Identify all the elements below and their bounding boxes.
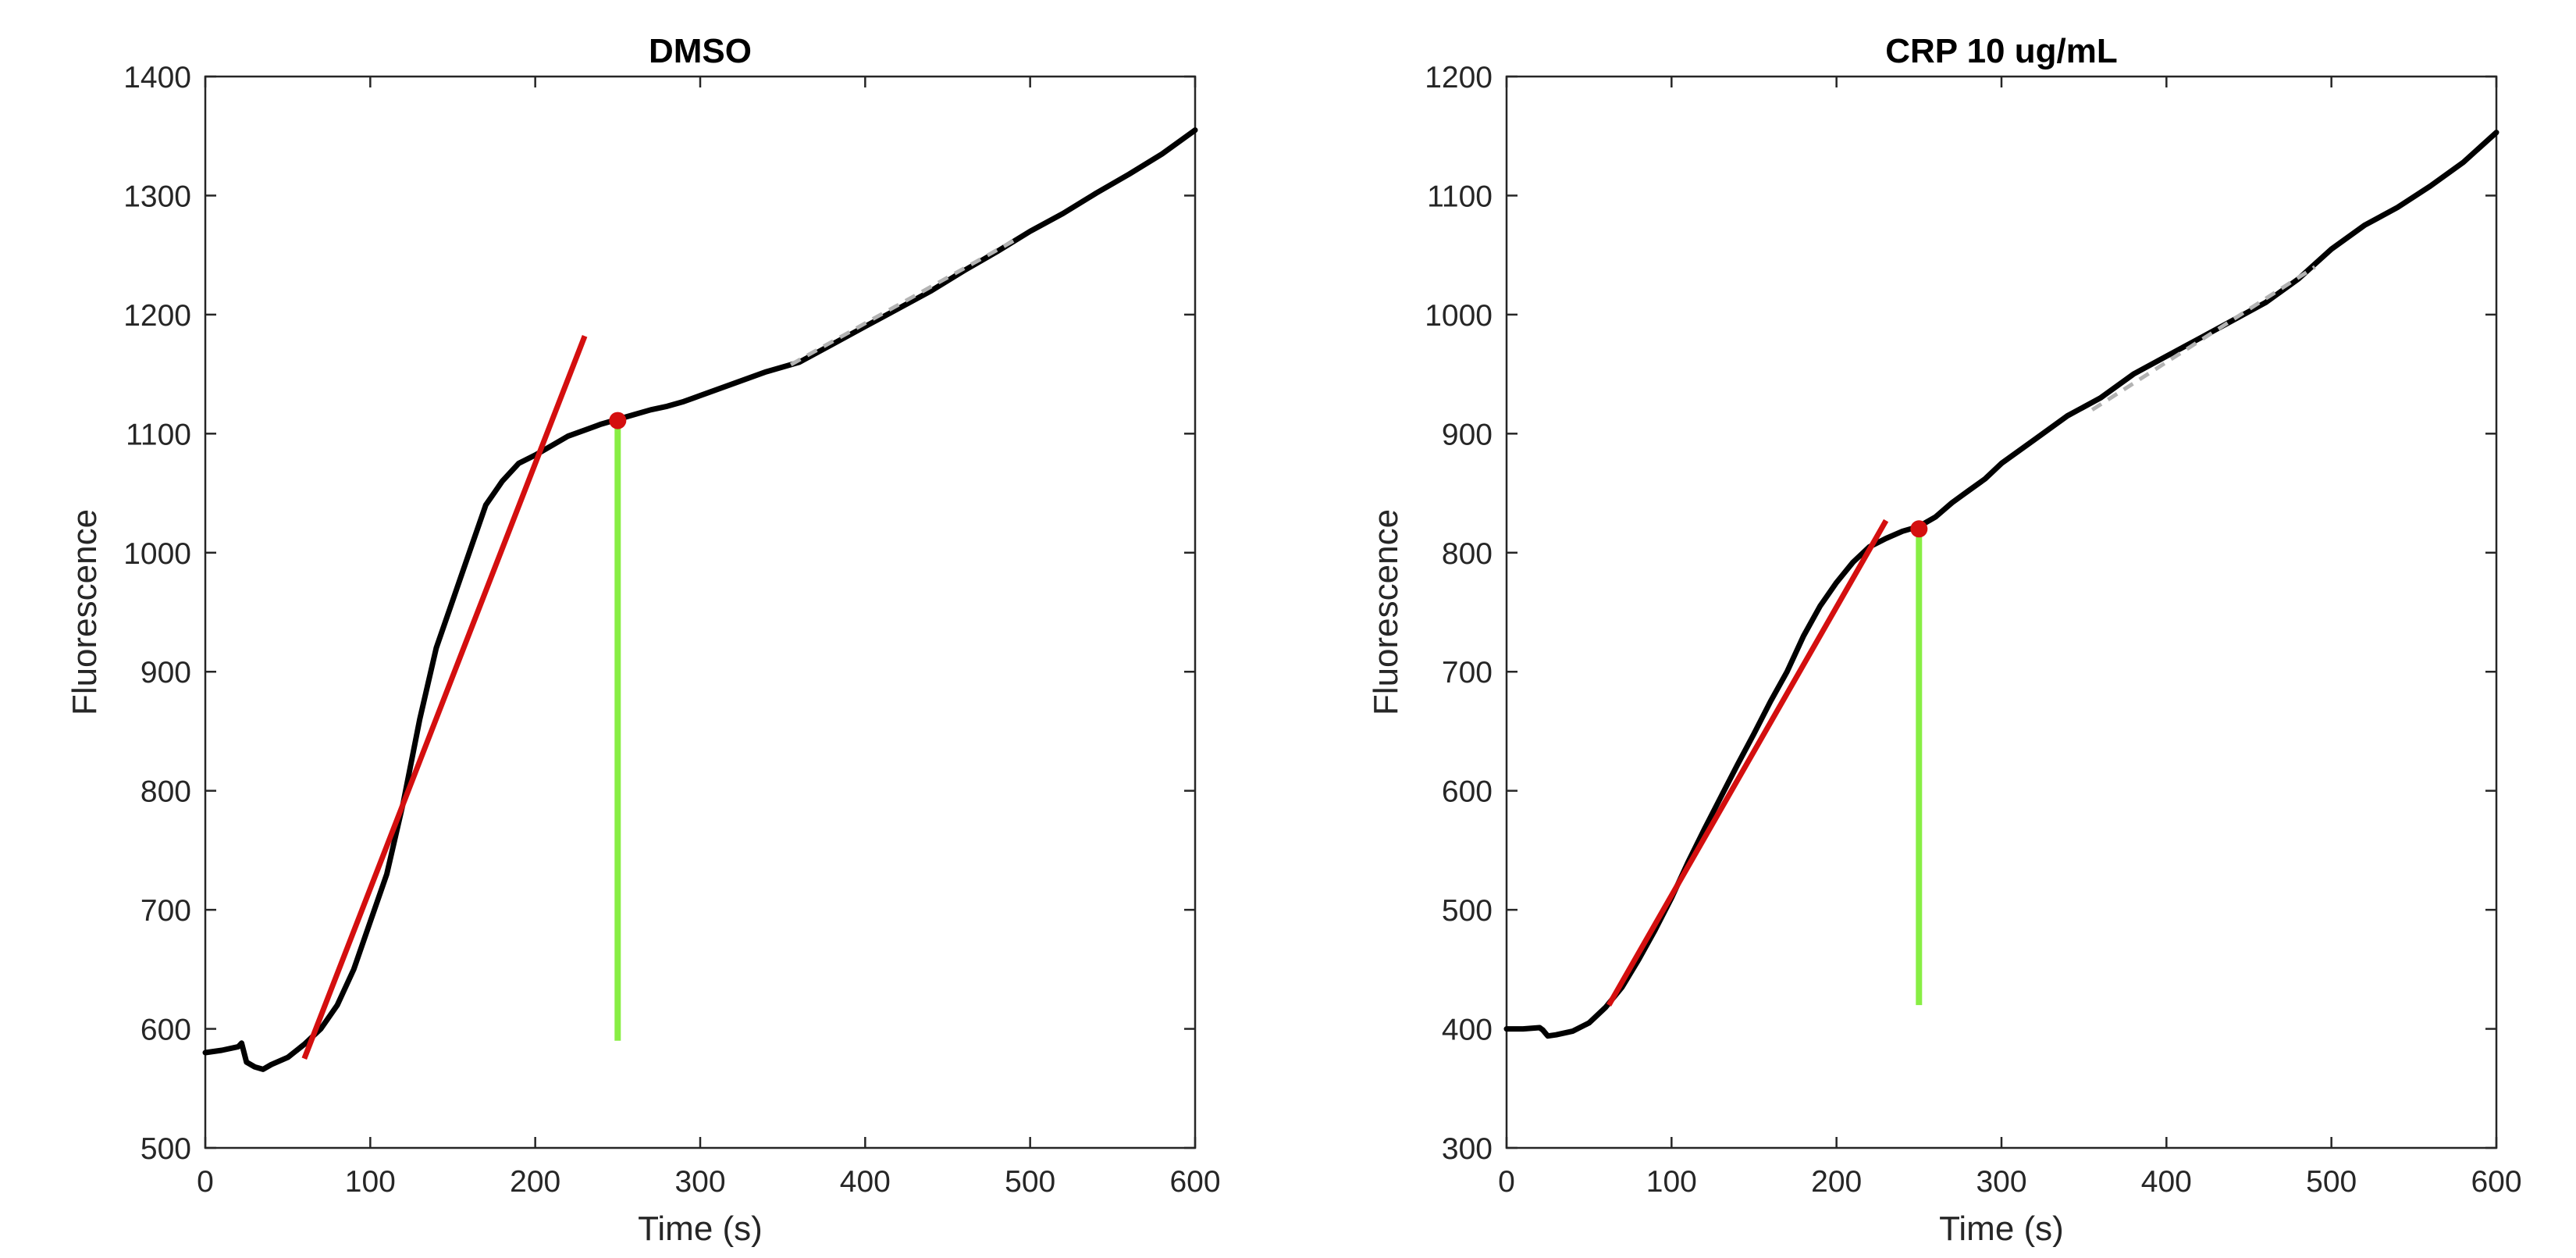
y-tick-label: 1000 bbox=[1425, 299, 1493, 333]
y-tick-label: 900 bbox=[1442, 418, 1493, 451]
chart-title: CRP 10 ug/mL bbox=[1885, 32, 2117, 70]
x-tick-label: 500 bbox=[2306, 1165, 2357, 1199]
x-tick-label: 200 bbox=[510, 1165, 560, 1199]
y-tick-label: 1000 bbox=[123, 537, 191, 571]
y-tick-label: 500 bbox=[141, 1132, 191, 1166]
x-tick-label: 400 bbox=[2141, 1165, 2192, 1199]
late-slope-fit-line bbox=[789, 239, 1015, 367]
initial-slope-fit-line bbox=[1606, 519, 1889, 1007]
x-tick-label: 200 bbox=[1811, 1165, 1862, 1199]
y-tick-label: 1400 bbox=[123, 61, 191, 94]
x-axis-label: Time (s) bbox=[1939, 1210, 2064, 1248]
y-tick-label: 1100 bbox=[1427, 180, 1493, 213]
y-tick-label: 1200 bbox=[123, 299, 191, 333]
x-tick-label: 300 bbox=[674, 1165, 725, 1199]
y-tick-label: 500 bbox=[1442, 894, 1493, 928]
x-tick-label: 300 bbox=[1976, 1165, 2026, 1199]
y-tick-label: 600 bbox=[141, 1014, 191, 1047]
x-tick-label: 600 bbox=[1169, 1165, 1220, 1199]
x-tick-label: 500 bbox=[1005, 1165, 1055, 1199]
plateau-point bbox=[609, 412, 627, 429]
x-tick-label: 100 bbox=[1646, 1165, 1697, 1199]
y-tick-label: 1100 bbox=[126, 418, 191, 451]
y-tick-label: 800 bbox=[1442, 537, 1493, 571]
x-tick-label: 0 bbox=[1498, 1165, 1515, 1199]
y-tick-label: 700 bbox=[141, 894, 191, 928]
chart-dmso: 0 100 200 300 400 500 600 500 600 700 800 900 1000 11… bbox=[66, 32, 1221, 1248]
y-tick-label: 1200 bbox=[1425, 61, 1493, 94]
late-slope-fit-line bbox=[2090, 265, 2316, 412]
initial-slope-fit-line bbox=[301, 335, 588, 1060]
x-tick-label: 400 bbox=[840, 1165, 891, 1199]
y-tick-label: 800 bbox=[141, 775, 191, 809]
y-axis-label: Fluorescence bbox=[1367, 509, 1405, 715]
chart-crp: 0 100 200 300 400 500 600 300 400 500 600 700 800 900… bbox=[1367, 32, 2522, 1248]
y-tick-label: 600 bbox=[1442, 775, 1493, 809]
x-axis-label: Time (s) bbox=[638, 1210, 763, 1248]
plot-frame bbox=[204, 75, 1197, 1149]
x-tick-label: 600 bbox=[2471, 1165, 2521, 1199]
x-tick-label: 0 bbox=[197, 1165, 214, 1199]
y-tick-label: 400 bbox=[1442, 1014, 1493, 1047]
chart-title: DMSO bbox=[649, 32, 752, 70]
y-tick-label: 1300 bbox=[123, 180, 191, 213]
plateau-point bbox=[1910, 520, 1928, 538]
y-axis-label: Fluorescence bbox=[66, 509, 104, 715]
fluorescence-trace bbox=[1503, 130, 2500, 1039]
y-tick-label: 900 bbox=[141, 656, 191, 690]
x-tick-label: 100 bbox=[345, 1165, 396, 1199]
fluorescence-trace bbox=[202, 127, 1198, 1072]
y-tick-label: 300 bbox=[1442, 1132, 1493, 1166]
y-tick-label: 700 bbox=[1442, 656, 1493, 690]
